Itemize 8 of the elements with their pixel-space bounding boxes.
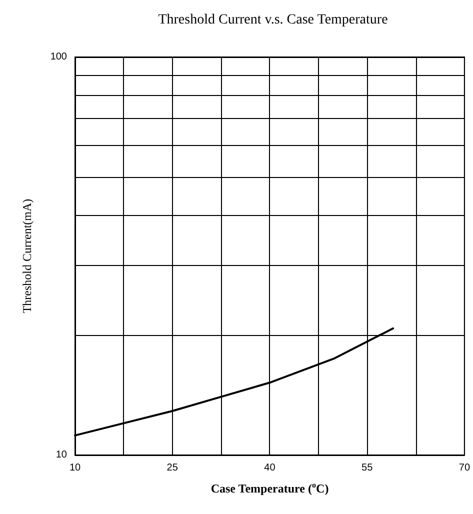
chart-title: Threshold Current v.s. Case Temperature [158,12,388,28]
x-tick-label: 70 [458,462,470,474]
x-tick-label: 40 [264,462,276,474]
y-tick-label: 100 [50,52,68,62]
x-tick-label: 25 [166,462,178,474]
y-axis-title: Threshold Current(mA) [20,198,34,314]
x-tick-label: 55 [362,462,374,474]
x-tick-label: 10 [69,462,81,474]
